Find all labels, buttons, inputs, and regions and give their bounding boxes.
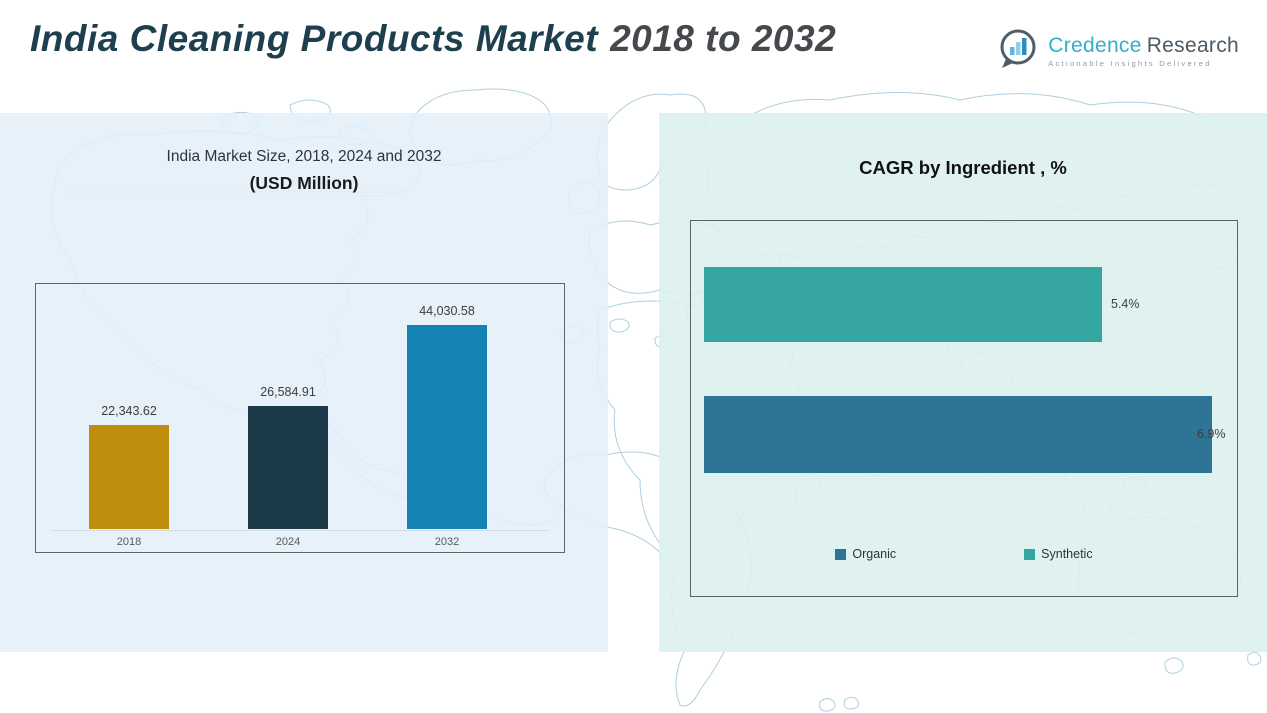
bar-value-label: 26,584.91 bbox=[260, 385, 316, 399]
x-axis-tick-label: 2024 bbox=[275, 536, 301, 548]
legend-label: Organic bbox=[852, 547, 897, 561]
bar-organic bbox=[704, 396, 1212, 473]
brand-logo: Credence Research Actionable Insights Del… bbox=[995, 26, 1239, 77]
market-size-bar-chart: 22,343.62 2018 26,584.91 2024 44,030.58 2032 bbox=[35, 283, 565, 553]
legend-label: Synthetic bbox=[1041, 547, 1093, 561]
page-title-main: India Cleaning Products Market bbox=[30, 18, 599, 59]
cagr-chart-title: CAGR by Ingredient , % bbox=[859, 157, 1067, 178]
bar-value-label: 22,343.62 bbox=[101, 404, 157, 418]
market-size-title-line1: India Market Size, 2018, 2024 and 2032 bbox=[166, 148, 442, 165]
x-axis-tick-label: 2032 bbox=[434, 536, 460, 548]
bar-value-label: 44,030.58 bbox=[419, 304, 475, 318]
page-title: India Cleaning Products Market 2018 to 20… bbox=[30, 18, 836, 60]
x-axis-tick-label: 2018 bbox=[116, 536, 142, 548]
bar-2018 bbox=[89, 425, 169, 529]
bar-2024 bbox=[248, 406, 328, 529]
legend-item-synthetic: Synthetic bbox=[1024, 547, 1093, 561]
x-axis-line bbox=[50, 530, 550, 531]
brand-name-secondary: Research bbox=[1146, 34, 1239, 58]
logo-bar-chart-icon bbox=[995, 26, 1041, 77]
cagr-bar-chart: Organic Synthetic 5.4% 6.9% bbox=[690, 220, 1238, 597]
market-size-chart-title: India Market Size, 2018, 2024 and 2032 (… bbox=[0, 148, 608, 194]
bar-synthetic bbox=[704, 267, 1102, 342]
market-size-title-line2: (USD Million) bbox=[249, 173, 359, 193]
legend-item-organic: Organic bbox=[835, 547, 896, 561]
brand-tagline: Actionable Insights Delivered bbox=[1048, 59, 1212, 69]
bar-value-label: 5.4% bbox=[1111, 296, 1140, 311]
legend-swatch bbox=[1024, 548, 1036, 560]
cagr-legend: Organic Synthetic bbox=[691, 547, 1237, 561]
bar-value-label: 6.9% bbox=[1197, 426, 1226, 441]
cagr-panel: CAGR by Ingredient , % bbox=[659, 113, 1267, 652]
legend-swatch bbox=[835, 548, 847, 560]
bar-2032 bbox=[407, 325, 487, 529]
brand-name-primary: Credence bbox=[1048, 34, 1142, 58]
market-size-panel: India Market Size, 2018, 2024 and 2032 (… bbox=[0, 113, 608, 652]
brand-name: Credence Research bbox=[1048, 35, 1239, 56]
page-title-years: 2018 to 2032 bbox=[610, 18, 837, 59]
